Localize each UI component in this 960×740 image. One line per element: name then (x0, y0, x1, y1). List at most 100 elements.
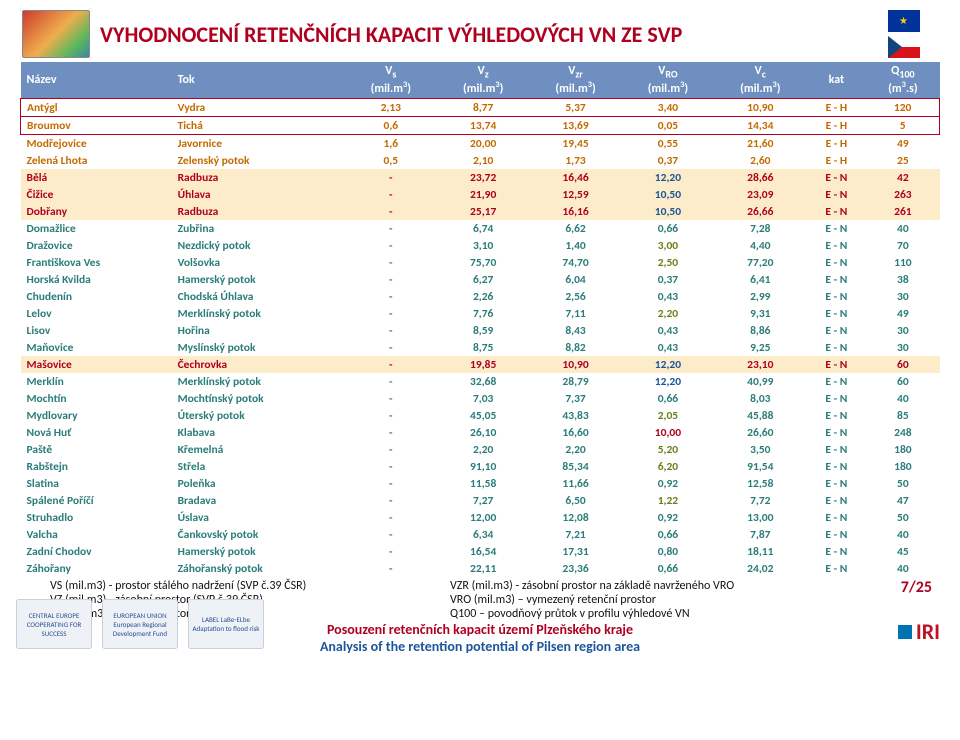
cell: 0,66 (622, 526, 714, 543)
page-number: 7/25 (901, 578, 932, 597)
cell: 23,36 (529, 560, 621, 577)
cell: Radbuza (172, 203, 345, 220)
cell: 7,21 (529, 526, 621, 543)
cell: 50 (866, 509, 939, 526)
cell: 85 (866, 407, 939, 424)
table-body: AntýglVydra2,138,775,373,4010,90E - H120… (21, 99, 940, 578)
cell: E - N (806, 322, 866, 339)
cell: 1,6 (345, 135, 437, 153)
cell: 7,37 (529, 390, 621, 407)
legend-r2: VRO (mil.m3) – vymezený retenční prostor (450, 593, 940, 607)
cell: 77,20 (714, 254, 806, 271)
cell: 3,50 (714, 441, 806, 458)
cell: Rabštejn (21, 458, 172, 475)
cell: 23,10 (714, 356, 806, 373)
cell: 28,66 (714, 169, 806, 186)
cell: 47 (866, 492, 939, 509)
cell: 3,10 (437, 237, 529, 254)
cell: E - N (806, 424, 866, 441)
cell: - (345, 254, 437, 271)
cell: 0,66 (622, 390, 714, 407)
table-row: MochtínMochtínský potok-7,037,370,668,03… (21, 390, 940, 407)
cell: Domažlice (21, 220, 172, 237)
cell: E - N (806, 203, 866, 220)
cell: 2,13 (345, 99, 437, 117)
cell: E - N (806, 492, 866, 509)
cell: 0,66 (622, 560, 714, 577)
cell: 10,90 (714, 99, 806, 117)
cell: 6,62 (529, 220, 621, 237)
cell: E - N (806, 441, 866, 458)
cell: 2,99 (714, 288, 806, 305)
cell: Lelov (21, 305, 172, 322)
cell: - (345, 475, 437, 492)
table-row: StruhadloÚslava-12,0012,080,9213,00E - N… (21, 509, 940, 526)
cell: 42 (866, 169, 939, 186)
cell: E - N (806, 305, 866, 322)
cell: Merklínský potok (172, 305, 345, 322)
table-header: NázevTokVs(mil.m3)Vz(mil.m3)Vzr(mil.m3)V… (21, 62, 940, 99)
cell: 1,73 (529, 152, 621, 169)
cell: - (345, 339, 437, 356)
cell: 2,20 (437, 441, 529, 458)
cell: 7,72 (714, 492, 806, 509)
iri-logo: IRI (898, 618, 940, 645)
cell: 3,40 (622, 99, 714, 117)
cell: 5,37 (529, 99, 621, 117)
cell: 2,56 (529, 288, 621, 305)
table-row: Nová HuťKlabava-26,1016,6010,0026,60E - … (21, 424, 940, 441)
table-row: ZáhořanyZáhořanský potok-22,1123,360,662… (21, 560, 940, 577)
cell: 10,00 (622, 424, 714, 441)
partner-logos: CENTRAL EUROPE COOPERATING FOR SUCCESS E… (16, 599, 264, 649)
cell: Zubřina (172, 220, 345, 237)
cell: 49 (866, 305, 939, 322)
cell: 110 (866, 254, 939, 271)
cell: E - H (806, 99, 866, 117)
cell: 8,75 (437, 339, 529, 356)
cell: 70 (866, 237, 939, 254)
col-header: Tok (172, 62, 345, 99)
table-row: MerklínMerklínský potok-32,6828,7912,204… (21, 373, 940, 390)
cell: 32,68 (437, 373, 529, 390)
cell: E - N (806, 390, 866, 407)
cell: 8,43 (529, 322, 621, 339)
cell: 91,54 (714, 458, 806, 475)
cell: Mašovice (21, 356, 172, 373)
cell: 49 (866, 135, 939, 153)
cell: 40 (866, 390, 939, 407)
cell: 12,20 (622, 356, 714, 373)
cell: 4,40 (714, 237, 806, 254)
cell: 1,40 (529, 237, 621, 254)
col-header: kat (806, 62, 866, 99)
cell: Maňovice (21, 339, 172, 356)
cell: Chudenín (21, 288, 172, 305)
cell: - (345, 186, 437, 203)
cell: 26,10 (437, 424, 529, 441)
cell: Františkova Ves (21, 254, 172, 271)
cell: - (345, 288, 437, 305)
cell: Horská Kvilda (21, 271, 172, 288)
cell: E - N (806, 373, 866, 390)
cell: E - N (806, 407, 866, 424)
cell: 7,11 (529, 305, 621, 322)
cell: 12,20 (622, 169, 714, 186)
cell: 8,59 (437, 322, 529, 339)
cell: Mochtínský potok (172, 390, 345, 407)
cell: 16,16 (529, 203, 621, 220)
cell: 6,50 (529, 492, 621, 509)
cell: Vydra (172, 99, 345, 117)
cell: - (345, 356, 437, 373)
table-row: BroumovTichá0,613,7413,690,0514,34E - H5 (21, 117, 940, 135)
cell: 0,43 (622, 288, 714, 305)
cell: 23,09 (714, 186, 806, 203)
cell: Čechrovka (172, 356, 345, 373)
cell: Úterský potok (172, 407, 345, 424)
cell: 2,60 (714, 152, 806, 169)
cell: Modřejovice (21, 135, 172, 153)
retention-table: NázevTokVs(mil.m3)Vz(mil.m3)Vzr(mil.m3)V… (20, 62, 940, 577)
cell: Valcha (21, 526, 172, 543)
cell: 248 (866, 424, 939, 441)
table-row: Spálené PoříčíBradava-7,276,501,227,72E … (21, 492, 940, 509)
cell: Střela (172, 458, 345, 475)
cell: 5,20 (622, 441, 714, 458)
